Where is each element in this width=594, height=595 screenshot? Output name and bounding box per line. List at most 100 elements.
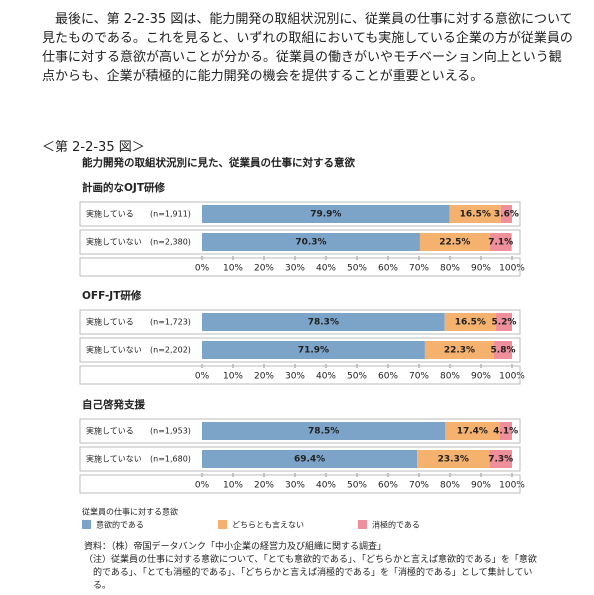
bar-segment: [202, 422, 446, 440]
bar-segment: [494, 341, 512, 359]
bar-segment: [489, 233, 512, 251]
x-tick-label: 30%: [285, 481, 305, 491]
x-tick-label: 50%: [347, 372, 367, 382]
x-tick-label: 70%: [409, 372, 429, 382]
legend-label: 消極的である: [372, 520, 420, 530]
value-label: 78.5%: [308, 427, 339, 437]
x-tick-label: 60%: [378, 372, 398, 382]
category-label: 実施していない: [86, 454, 142, 464]
x-tick-label: 60%: [378, 264, 398, 274]
x-tick-label: 60%: [378, 481, 398, 491]
legend-label: 意欲的である: [96, 520, 144, 530]
x-tick-label: 80%: [440, 264, 460, 274]
category-note: (n=1,953): [150, 427, 191, 436]
value-label: 7.1%: [488, 238, 513, 248]
x-tick-label: 20%: [254, 481, 274, 491]
legend-title: 従業員の仕事に対する意欲: [82, 507, 178, 517]
x-tick-label: 90%: [471, 372, 491, 382]
row-frame: [79, 337, 521, 363]
bar-segment: [489, 450, 512, 468]
value-label: 70.3%: [295, 238, 326, 248]
value-label: 4.1%: [493, 427, 518, 437]
x-tick-label: 50%: [347, 481, 367, 491]
bar-segment: [417, 450, 490, 468]
value-label: 16.5%: [460, 210, 491, 220]
bar-segment: [499, 422, 512, 440]
bar-segment: [424, 341, 495, 359]
value-label: 79.9%: [310, 210, 341, 220]
value-label: 22.3%: [444, 346, 475, 356]
chart: 能力開発の取組状況別に見た、従業員の仕事に対する意欲 計画的なOJT研修実施して…: [79, 156, 525, 530]
bar-segment: [445, 422, 500, 440]
row-frame: [79, 418, 521, 444]
x-tick-label: 90%: [471, 264, 491, 274]
axis-frame: [79, 474, 521, 494]
x-tick-label: 70%: [409, 264, 429, 274]
axis-frame: [79, 257, 521, 277]
x-tick-label: 100%: [499, 372, 525, 382]
value-label: 22.5%: [439, 238, 470, 248]
row-frame: [79, 446, 521, 472]
x-tick-label: 80%: [440, 481, 460, 491]
x-tick-label: 70%: [409, 481, 429, 491]
category-label: 実施している: [86, 317, 134, 327]
value-label: 71.9%: [298, 346, 329, 356]
figure-label: ＜第 2-2-35 図＞: [42, 140, 145, 155]
x-tick-label: 40%: [316, 264, 336, 274]
x-tick-label: 10%: [223, 372, 243, 382]
x-tick-label: 80%: [440, 372, 460, 382]
row-frame: [79, 229, 521, 255]
legend-label: どちらとも言えない: [232, 520, 304, 530]
bar-segment: [202, 341, 425, 359]
bar-segment: [449, 205, 501, 223]
x-tick-label: 0%: [195, 372, 210, 382]
footnote: （注）従業員の仕事に対する意欲について、「とても意欲的である」、「どちらかと言え…: [84, 555, 537, 591]
legend-swatch: [358, 520, 367, 529]
bar-segment: [495, 313, 512, 331]
category-note: (n=2,380): [150, 238, 191, 247]
x-tick-label: 30%: [285, 372, 305, 382]
x-tick-label: 40%: [316, 372, 336, 382]
category-label: 実施していない: [86, 345, 142, 355]
legend-swatch: [218, 520, 227, 529]
paragraph: 最後に、第 2-2-35 図は、能力開発の取組状況別に、従業員の仕事に対する意欲…: [42, 12, 573, 84]
category-note: (n=1,680): [150, 455, 191, 464]
bar-segment: [202, 313, 445, 331]
value-label: 16.5%: [455, 318, 486, 328]
x-tick-label: 50%: [347, 264, 367, 274]
axis-frame: [79, 365, 521, 385]
x-tick-label: 90%: [471, 481, 491, 491]
row-frame: [79, 201, 521, 227]
legend-swatch: [82, 520, 91, 529]
x-tick-label: 30%: [285, 264, 305, 274]
x-tick-label: 10%: [223, 481, 243, 491]
x-tick-label: 10%: [223, 264, 243, 274]
bar-segment: [202, 450, 418, 468]
notes: 資料：（株）帝国データバンク「中小企業の経営力及び組織に関する調査」 （注）従業…: [84, 541, 544, 593]
source-note: 資料：（株）帝国データバンク「中小企業の経営力及び組織に関する調査」: [84, 542, 386, 552]
x-tick-label: 0%: [195, 481, 210, 491]
bar-segment: [444, 313, 496, 331]
bar-segment: [202, 233, 420, 251]
category-label: 実施している: [86, 209, 134, 219]
x-tick-label: 20%: [254, 372, 274, 382]
category-note: (n=2,202): [150, 346, 191, 355]
category-label: 実施している: [86, 426, 134, 436]
value-label: 3.6%: [494, 210, 519, 220]
x-tick-label: 20%: [254, 264, 274, 274]
group-title: 自己啓発支援: [82, 398, 145, 411]
bar-segment: [202, 205, 450, 223]
bar-segment: [500, 205, 512, 223]
group-title: OFF-JT研修: [82, 289, 142, 302]
x-tick-label: 100%: [499, 264, 525, 274]
category-label: 実施していない: [86, 237, 142, 247]
category-note: (n=1,723): [150, 318, 191, 327]
value-label: 5.8%: [491, 346, 516, 356]
value-label: 23.3%: [438, 455, 469, 465]
value-label: 17.4%: [457, 427, 488, 437]
x-tick-label: 40%: [316, 481, 336, 491]
chart-title: 能力開発の取組状況別に見た、従業員の仕事に対する意欲: [82, 156, 355, 169]
x-tick-label: 0%: [195, 264, 210, 274]
value-label: 69.4%: [294, 455, 325, 465]
